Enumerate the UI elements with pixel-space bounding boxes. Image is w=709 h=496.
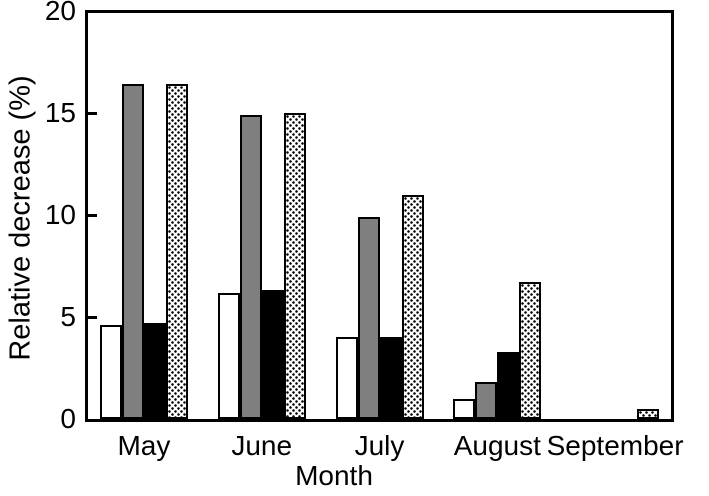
- bar-may-dotted: [165, 84, 188, 419]
- bar-july-white: [335, 337, 358, 419]
- bar-may-black: [143, 323, 166, 419]
- bar-july-black: [379, 337, 402, 419]
- bar-june-dotted: [283, 113, 306, 419]
- bar-july-dotted: [401, 194, 424, 419]
- bar-june-black: [261, 290, 284, 419]
- bar-august-black: [497, 351, 520, 419]
- bar-june-gray: [239, 115, 262, 419]
- x-axis-title: Month: [295, 460, 373, 491]
- bar-august-white: [453, 398, 476, 419]
- y-tick-label-10: 10: [44, 199, 76, 230]
- bar-may-white: [99, 325, 122, 419]
- x-label-may: May: [117, 430, 171, 461]
- x-label-june: June: [231, 430, 293, 461]
- y-tick-label-15: 15: [44, 97, 76, 128]
- y-tick-label-20: 20: [44, 0, 76, 26]
- bar-may-gray: [121, 84, 144, 419]
- bar-september-dotted: [637, 408, 660, 419]
- y-tick-label-0: 0: [60, 403, 76, 434]
- y-tick-5: [88, 315, 97, 319]
- x-label-august: August: [453, 430, 541, 461]
- bar-july-gray: [357, 217, 380, 419]
- y-tick-label-5: 5: [60, 301, 76, 332]
- bar-august-gray: [475, 382, 498, 419]
- y-tick-10: [88, 213, 97, 217]
- bar-august-dotted: [519, 282, 542, 419]
- x-label-september: September: [546, 430, 684, 461]
- x-label-july: July: [354, 430, 405, 461]
- y-tick-15: [88, 111, 97, 115]
- bar-june-white: [217, 292, 240, 419]
